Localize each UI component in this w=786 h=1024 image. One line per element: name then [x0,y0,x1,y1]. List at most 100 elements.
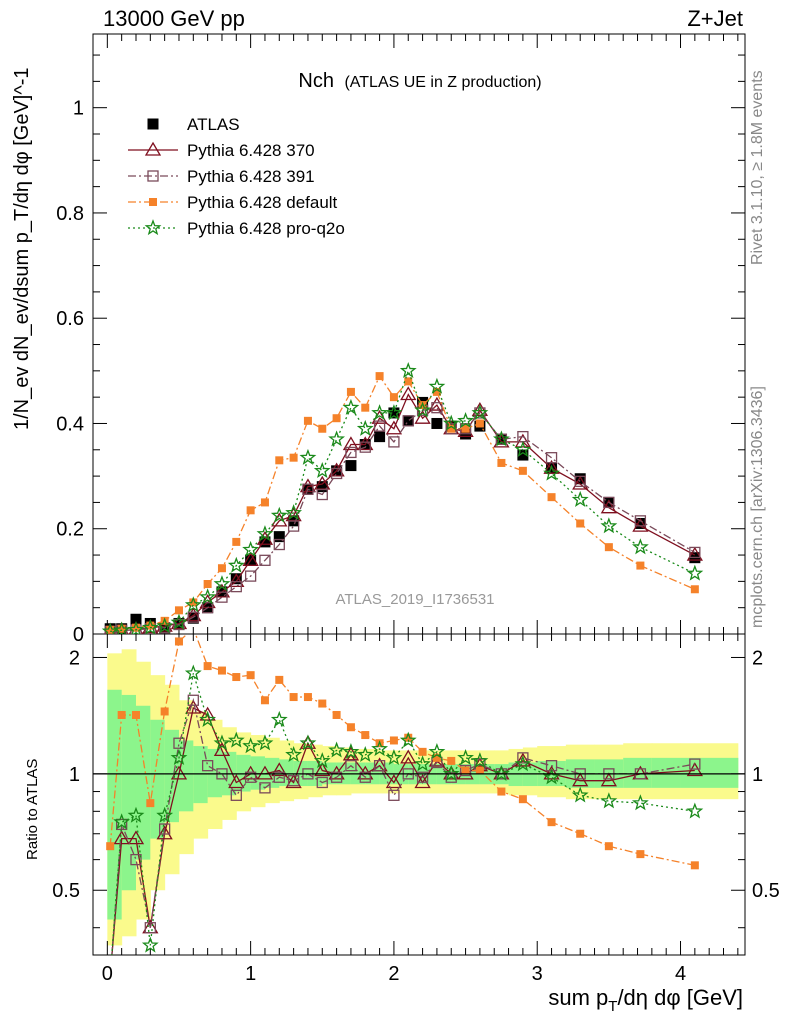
data-point [217,666,226,675]
data-point [185,699,202,714]
data-point [371,740,389,757]
data-point [517,752,529,764]
x-axis-label-suffix: /dη dφ [GeV] [617,985,743,1010]
band-inner-bin [121,694,137,891]
legend-label: Pythia 6.428 370 [187,141,315,160]
data-point [389,736,398,745]
data-point [113,621,131,634]
ratio-y-tick-label-right: 2 [752,647,763,669]
ratio-y-tick-label-right: 0.5 [752,880,780,902]
data-point [442,414,460,431]
data-point [289,693,298,702]
data-point [514,752,532,767]
data-point [388,789,400,801]
data-point [330,467,343,480]
data-point [213,575,231,592]
band-inner-bin [193,746,209,804]
data-point [356,745,374,762]
data-point [216,591,228,603]
x-axis-label-prefix: sum p [548,985,608,1010]
legend-item: Pythia 6.428 pro-q2o [128,219,345,238]
data-point [686,564,704,581]
data-point [213,742,231,757]
data-point [318,699,327,708]
data-point [634,517,646,529]
data-point [299,734,317,749]
data-point [259,554,271,566]
data-point [213,583,231,598]
legend-item: Pythia 6.428 370 [128,141,315,160]
data-point [461,424,470,433]
plot-title-main: Nch [298,70,334,92]
data-point [285,774,302,789]
data-point [416,771,429,783]
ratio-plot-frame [92,633,746,956]
ratio-y-tick-label-right: 1 [752,764,763,786]
process-label: Z+Jet [687,6,743,31]
x-axis-label-sub: T [608,998,617,1015]
data-point [259,782,271,794]
data-point [572,772,589,787]
data-point [228,573,245,588]
data-point [459,764,472,777]
data-point [402,415,414,427]
main-series-group [101,361,704,634]
data-point [399,731,417,748]
data-point [359,771,371,783]
data-point [144,922,156,934]
data-point [428,396,446,411]
data-point [173,618,185,631]
data-point [242,737,260,754]
ratio-y-tick-label: 2 [69,647,80,669]
x-tick-label: 0 [102,963,113,985]
data-point [474,407,486,419]
x-tick-label: 3 [532,963,543,985]
data-point [518,466,527,475]
data-point [246,671,255,680]
data-point [547,493,556,502]
data-point [402,415,414,427]
data-point [273,531,285,543]
series-pythia-6-428-391 [104,402,701,634]
data-point [117,710,126,719]
data-point [213,734,231,751]
data-point [518,795,527,804]
data-point [342,398,360,415]
data-point [356,419,374,436]
data-point [495,433,508,445]
data-point [388,407,400,419]
data-point [256,525,274,542]
data-point [244,771,257,783]
data-point [160,707,169,716]
data-point [497,458,506,467]
data-point [299,734,317,751]
data-point [404,733,413,742]
data-point [271,762,288,777]
data-point [690,861,699,870]
data-point [543,464,560,481]
data-point [146,799,155,808]
data-point [144,141,162,156]
data-point [371,404,389,421]
legend-label: Pythia 6.428 391 [187,167,315,186]
band-inner-bin [107,689,123,920]
data-point [146,621,155,630]
data-point [418,747,427,756]
y-axis-label-main: 1/N_ev dN_ev/dsum p_T/dη dφ [GeV]^-1 [11,67,33,430]
data-point [203,580,212,588]
data-point [388,436,400,448]
data-point [147,118,159,130]
series-line [111,697,695,955]
y-tick-label: 0.6 [56,308,84,330]
plot-title-sub: (ATLAS UE in Z production) [344,74,541,91]
data-point [690,585,699,594]
data-point [287,520,300,532]
data-point [285,745,303,762]
data-point [600,499,617,514]
source-note: mcplots.cern.ch [arXiv:1306.3436] [749,386,766,628]
data-point [302,483,314,495]
data-point [158,823,171,835]
data-point [373,420,386,432]
data-point [330,771,343,783]
data-point [273,538,285,551]
